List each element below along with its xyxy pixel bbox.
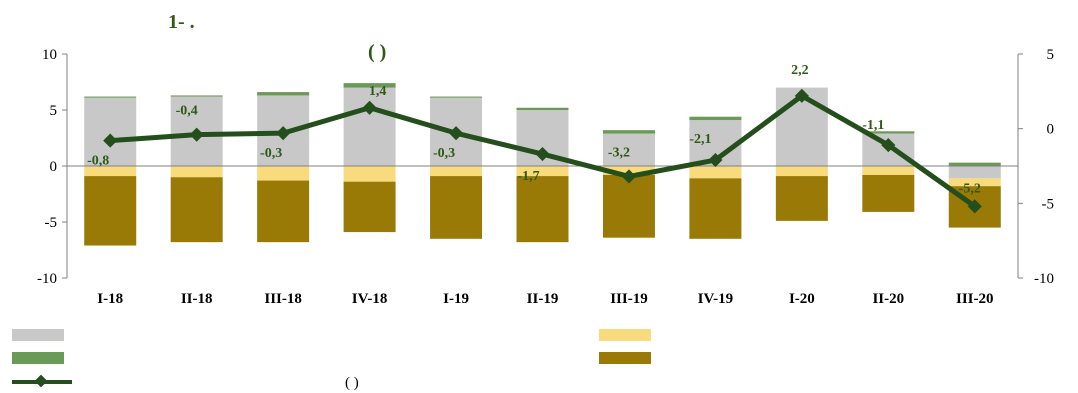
category-label: II-18 — [181, 291, 213, 307]
bar-yellow — [948, 178, 1001, 187]
data-label: -0,4 — [176, 104, 198, 119]
line-point — [621, 169, 637, 184]
bar-yellow — [689, 166, 742, 179]
bar-green — [430, 96, 483, 98]
bar-olive — [430, 176, 483, 239]
bar-green — [170, 95, 223, 97]
data-label: 1,4 — [369, 84, 387, 99]
chart-title-line1: 1- . — [168, 11, 195, 33]
data-label: -1,1 — [862, 118, 884, 133]
left-tick-label: 10 — [42, 47, 57, 63]
bar-green — [862, 131, 915, 134]
bar-olive — [84, 176, 137, 246]
right-tick-label: -5 — [1042, 196, 1055, 212]
line-point — [362, 100, 377, 115]
bar-green — [516, 107, 569, 110]
data-label: -1,7 — [517, 169, 539, 184]
data-label: -5,2 — [959, 181, 981, 196]
right-tick-label: -10 — [1034, 271, 1054, 287]
data-label: -0,8 — [87, 154, 109, 169]
category-label: II-19 — [527, 291, 559, 307]
data-label: 2,2 — [791, 63, 809, 78]
bar-grey — [84, 97, 137, 166]
left-tick-label: 5 — [50, 103, 58, 119]
bar-green — [343, 83, 396, 88]
bar-green — [689, 116, 742, 121]
legend-swatch-grey — [12, 329, 64, 341]
bar-yellow — [84, 166, 137, 177]
bar-green — [257, 92, 310, 96]
bar-yellow — [430, 166, 483, 177]
data-label: -0,3 — [260, 146, 282, 161]
category-label: IV-19 — [698, 291, 734, 307]
bar-grey — [343, 87, 396, 166]
data-label: -3,2 — [608, 145, 630, 160]
category-label: I-18 — [97, 291, 123, 307]
right-tick-label: 5 — [1047, 47, 1055, 63]
data-label: -0,3 — [433, 146, 455, 161]
right-tick-label: 0 — [1047, 122, 1055, 138]
bar-olive — [516, 176, 569, 243]
legend-swatch-yellow — [599, 329, 651, 341]
left-tick-label: -10 — [37, 271, 57, 287]
left-tick-label: 0 — [50, 159, 58, 175]
bar-yellow — [862, 166, 915, 175]
line-point — [794, 88, 809, 103]
data-label: -2,1 — [689, 132, 711, 147]
line-point — [967, 199, 982, 214]
bar-grey — [948, 166, 1001, 179]
plot-area: -10 -5 0 5 10 -10 -5 0 5 I-18 II-18 III-18 IV-18 I-19… — [37, 47, 1054, 307]
legend-swatch-green — [12, 352, 64, 364]
legend-note: ( ) — [345, 375, 359, 391]
bar-green — [602, 130, 655, 134]
legend-swatch-marker — [34, 374, 48, 388]
legend: ( ) — [12, 329, 651, 391]
category-label: III-20 — [956, 291, 994, 307]
left-tick-label: -5 — [45, 215, 58, 231]
bar-olive — [343, 181, 396, 233]
category-label: III-18 — [264, 291, 302, 307]
bar-green — [84, 96, 137, 98]
legend-swatch-olive — [599, 352, 651, 364]
line-point — [881, 138, 896, 153]
bar-yellow — [257, 166, 310, 181]
category-label: III-19 — [610, 291, 648, 307]
bar-yellow — [343, 166, 396, 182]
line-point — [535, 146, 550, 162]
line-point — [189, 127, 204, 142]
line-point — [448, 126, 464, 141]
bar-olive — [689, 178, 742, 239]
bar-olive — [257, 180, 310, 243]
bar-olive — [170, 177, 223, 243]
bar-green — [948, 162, 1001, 166]
bar-grey — [602, 133, 655, 166]
bar-yellow — [516, 166, 569, 177]
bar-olive — [775, 176, 828, 221]
bar-yellow — [170, 166, 223, 178]
chart-title-line2: ( ) — [368, 41, 386, 63]
category-label: I-19 — [443, 291, 469, 307]
category-label: IV-18 — [352, 291, 388, 307]
line-point — [708, 152, 723, 168]
bar-olive — [602, 174, 655, 238]
category-label: II-20 — [872, 291, 904, 307]
bar-yellow — [775, 166, 828, 177]
category-label: I-20 — [789, 291, 815, 307]
line-point — [276, 126, 291, 141]
bar-olive — [862, 174, 915, 212]
